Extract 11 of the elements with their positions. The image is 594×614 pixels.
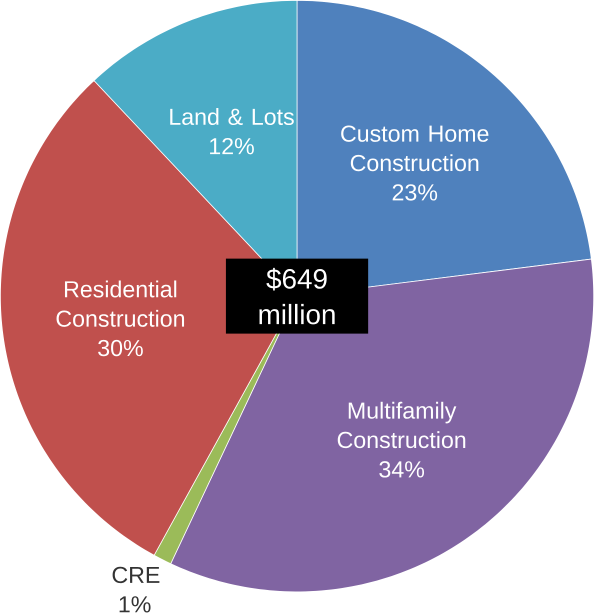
slice-label: Multifamily Construction <box>338 402 466 448</box>
slice-label: CRE <box>112 566 160 584</box>
slice-label: Residential Construction <box>56 280 184 327</box>
slice-label: Land & Lots <box>170 108 294 126</box>
data-label: 12% <box>210 138 254 154</box>
text: $649 million <box>259 268 335 324</box>
data-label: 34% <box>379 461 424 478</box>
data-label: 30% <box>98 340 143 356</box>
data-label: 23% <box>392 184 438 201</box>
data-label: 1% <box>120 596 151 612</box>
slice-label: Custom Home Construction <box>341 125 488 172</box>
